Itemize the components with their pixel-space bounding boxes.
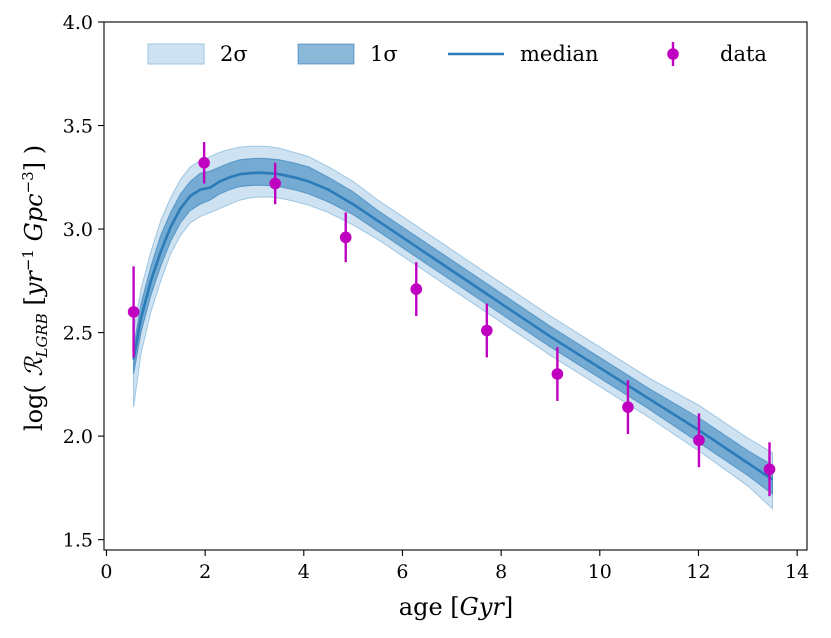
legend-label: data: [720, 42, 767, 66]
x-tick-label: 14: [785, 561, 809, 583]
y-axis-label: log( ℛLGRB [yr−1 Gpc−3] ): [19, 145, 51, 431]
legend-label: 2σ: [220, 42, 248, 66]
legend-swatch-data-point: [667, 48, 679, 60]
x-axis-label-group: age [Gyr]: [399, 593, 513, 621]
data-point: [269, 177, 281, 190]
data-point: [127, 306, 140, 318]
x-axis: 0 2 4 6 8 10 12 14: [100, 550, 809, 583]
legend-label: median: [520, 42, 599, 66]
x-tick-label: 10: [588, 561, 612, 583]
x-tick-label: 12: [686, 561, 710, 583]
y-tick-label: 3.5: [63, 116, 93, 138]
legend: 2σ 1σ median data: [147, 42, 767, 66]
data-point: [339, 231, 352, 244]
data-point: [481, 324, 493, 337]
y-tick-label: 1.5: [63, 530, 93, 552]
y-tick-label: 2.5: [63, 323, 93, 345]
x-tick-label: 6: [396, 561, 408, 583]
data-point: [198, 157, 210, 169]
x-tick-label: 0: [100, 561, 112, 583]
median-line: [132, 171, 774, 481]
x-tick-label: 4: [298, 561, 310, 583]
y-tick-label: 4.0: [63, 12, 93, 34]
y-tick-label: 2.0: [63, 426, 93, 448]
band-1sigma: [133, 157, 773, 496]
data-point: [551, 368, 564, 380]
band-2sigma: [133, 145, 773, 510]
plot-frame: [103, 21, 808, 551]
x-tick-label: 8: [495, 561, 507, 583]
plot-area: [103, 21, 808, 551]
data-point: [622, 401, 634, 413]
y-axis: 1.5 2.0 2.5 3.0 3.5 4.0: [63, 12, 104, 552]
data-point: [763, 463, 776, 476]
x-tick-label: 2: [199, 561, 211, 583]
legend-swatch-2sigma: [147, 43, 205, 65]
x-axis-label: age [Gyr]: [399, 593, 513, 621]
y-tick-label: 3.0: [63, 219, 93, 241]
data-point: [693, 434, 705, 447]
legend-label: 1σ: [370, 42, 398, 66]
legend-swatch-1sigma: [297, 43, 355, 65]
data-point: [410, 283, 423, 295]
y-axis-label-group: log( ℛLGRB [yr−1 Gpc−3] ): [19, 145, 51, 431]
